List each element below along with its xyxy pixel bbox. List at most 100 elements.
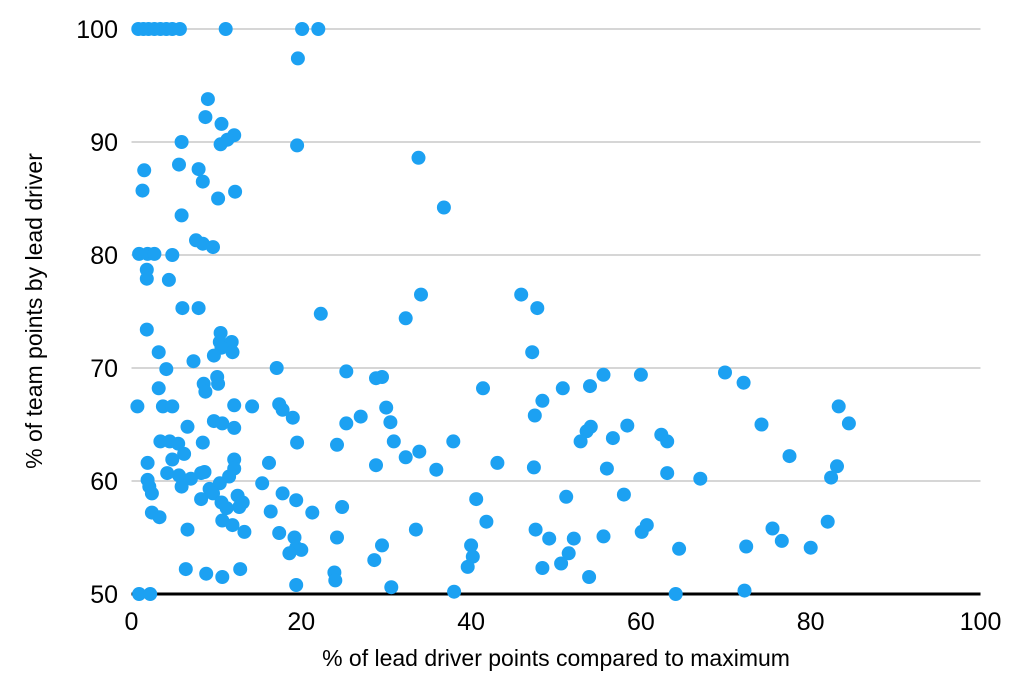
data-point bbox=[147, 246, 162, 261]
data-point bbox=[436, 200, 451, 215]
data-point bbox=[174, 135, 189, 149]
data-point bbox=[255, 476, 270, 491]
data-point bbox=[446, 434, 461, 449]
data-point bbox=[200, 92, 215, 107]
data-point bbox=[161, 272, 176, 287]
data-point bbox=[464, 538, 479, 553]
data-point bbox=[285, 410, 300, 425]
data-point bbox=[605, 431, 620, 446]
data-point bbox=[469, 492, 484, 507]
data-point bbox=[191, 301, 206, 316]
data-point bbox=[447, 584, 462, 599]
data-point bbox=[172, 22, 187, 36]
data-point bbox=[225, 345, 240, 360]
data-point bbox=[218, 22, 233, 36]
data-point bbox=[305, 505, 320, 520]
data-point bbox=[139, 271, 154, 286]
data-point bbox=[171, 436, 186, 451]
data-point bbox=[228, 184, 243, 199]
data-point bbox=[275, 402, 290, 417]
data-point bbox=[144, 486, 159, 501]
data-point bbox=[225, 518, 240, 533]
data-point bbox=[199, 566, 214, 581]
data-point bbox=[339, 416, 354, 431]
data-point bbox=[668, 587, 683, 601]
data-point bbox=[282, 546, 297, 561]
data-point bbox=[573, 434, 588, 449]
data-point bbox=[180, 522, 195, 537]
data-point bbox=[460, 559, 475, 574]
data-point bbox=[375, 538, 389, 553]
data-point bbox=[530, 301, 545, 316]
x-tick-label-60: 60 bbox=[627, 608, 655, 636]
y-axis-title: % of team points by lead driver bbox=[21, 153, 47, 469]
data-point bbox=[672, 541, 687, 556]
data-point bbox=[739, 539, 754, 554]
data-point bbox=[774, 533, 789, 548]
data-point bbox=[526, 460, 541, 475]
data-point bbox=[214, 116, 229, 131]
data-point bbox=[206, 348, 221, 363]
data-point bbox=[262, 455, 276, 470]
data-point bbox=[172, 468, 186, 483]
data-point bbox=[175, 301, 190, 316]
data-point bbox=[263, 504, 278, 519]
data-point bbox=[233, 562, 248, 577]
data-point bbox=[294, 542, 309, 557]
data-point bbox=[143, 587, 158, 601]
x-tick-label-80: 80 bbox=[797, 608, 825, 636]
data-point bbox=[398, 450, 413, 465]
data-point bbox=[782, 449, 797, 464]
data-point bbox=[736, 375, 751, 390]
x-tick-label-0: 0 bbox=[125, 608, 139, 636]
data-point bbox=[830, 459, 844, 474]
y-tick-label-100: 100 bbox=[76, 16, 118, 44]
data-point bbox=[527, 408, 542, 423]
data-point bbox=[130, 399, 145, 414]
x-axis-title: % of lead driver points compared to maxi… bbox=[322, 645, 790, 671]
data-point bbox=[191, 162, 206, 177]
data-point bbox=[660, 466, 675, 481]
data-point bbox=[660, 434, 675, 449]
data-point bbox=[159, 362, 174, 377]
data-point bbox=[245, 399, 260, 414]
data-point bbox=[411, 150, 426, 165]
data-point bbox=[693, 471, 708, 486]
y-tick-label-50: 50 bbox=[90, 581, 118, 609]
data-point bbox=[554, 556, 569, 571]
data-point bbox=[232, 500, 247, 514]
data-point bbox=[542, 531, 557, 546]
y-axis-tick-labels: 50 60 70 80 90 100 bbox=[76, 16, 118, 609]
data-point bbox=[528, 522, 543, 537]
data-point bbox=[219, 501, 234, 516]
data-point bbox=[160, 466, 175, 481]
data-point bbox=[165, 399, 180, 414]
x-tick-label-20: 20 bbox=[287, 608, 315, 636]
data-point bbox=[339, 364, 354, 379]
data-point bbox=[227, 420, 242, 435]
data-point bbox=[583, 379, 597, 394]
y-tick-label-60: 60 bbox=[90, 468, 118, 496]
data-point bbox=[174, 479, 189, 494]
data-point bbox=[335, 500, 350, 514]
data-point bbox=[353, 409, 368, 424]
data-point bbox=[555, 381, 570, 396]
data-point bbox=[596, 529, 611, 544]
y-tick-label-90: 90 bbox=[90, 129, 118, 157]
data-point bbox=[186, 354, 201, 369]
data-point bbox=[215, 416, 230, 431]
data-point bbox=[369, 371, 383, 386]
data-point bbox=[408, 522, 423, 537]
data-point bbox=[140, 455, 155, 470]
data-points bbox=[130, 22, 856, 601]
data-point bbox=[765, 521, 780, 536]
data-point bbox=[275, 486, 290, 501]
data-point bbox=[212, 476, 227, 491]
data-point bbox=[330, 437, 344, 452]
data-point bbox=[174, 208, 189, 223]
data-point bbox=[616, 487, 631, 502]
data-point bbox=[137, 163, 152, 178]
x-axis-tick-labels: 0 20 40 60 80 100 bbox=[125, 608, 1002, 636]
data-point bbox=[566, 531, 581, 546]
data-point bbox=[180, 419, 195, 434]
